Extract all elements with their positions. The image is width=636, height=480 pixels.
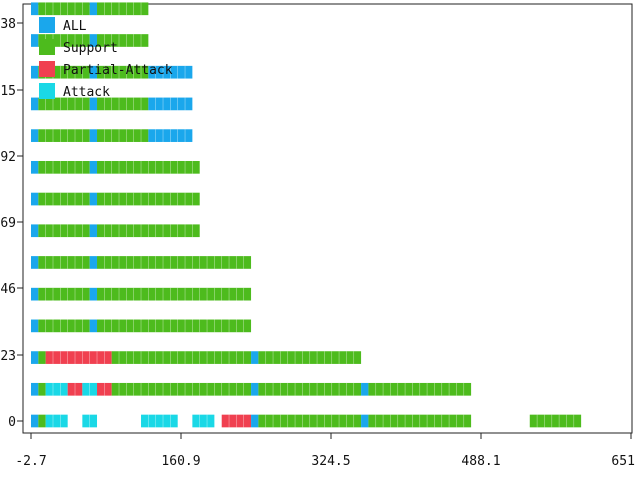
y-tick-label: 23 bbox=[0, 349, 16, 364]
bar-segment-all bbox=[89, 2, 98, 16]
bar-segment-all bbox=[251, 382, 259, 396]
bar-segment-all bbox=[361, 414, 369, 428]
legend-label: Attack bbox=[63, 85, 110, 100]
bar-segment-all bbox=[89, 129, 98, 142]
bar-segment-support bbox=[38, 160, 90, 174]
bar-segment-partial-attack bbox=[45, 351, 112, 364]
bar-segment-all bbox=[31, 414, 39, 428]
legend-label: Support bbox=[63, 41, 118, 56]
y-tick-label: 69 bbox=[0, 216, 16, 231]
bar-segment-all bbox=[31, 287, 39, 301]
bar-segment-support bbox=[38, 256, 90, 269]
bar-segment-all bbox=[31, 129, 39, 142]
x-tick-label: 324.5 bbox=[311, 454, 350, 469]
bar-segment-attack bbox=[45, 382, 68, 396]
bar-segment-all bbox=[31, 34, 39, 47]
bar-segment-support bbox=[529, 414, 582, 428]
bar-segment-support bbox=[97, 97, 149, 111]
bar-segment-all bbox=[89, 287, 98, 301]
bar-segment-support bbox=[38, 192, 90, 206]
bar-segment-all bbox=[31, 160, 39, 174]
bar-segment-attack bbox=[141, 414, 178, 428]
bar-segment-all bbox=[89, 192, 98, 206]
bar-segment-support bbox=[38, 351, 46, 364]
x-tick-label: 488.1 bbox=[461, 454, 500, 469]
bar-segment-support bbox=[97, 287, 252, 301]
bar-segment-all bbox=[31, 382, 39, 396]
y-tick-label: 138 bbox=[0, 17, 16, 32]
bar-segment-support bbox=[111, 351, 252, 364]
bar-segment-attack bbox=[45, 414, 68, 428]
y-tick-label: 0 bbox=[8, 415, 16, 430]
bar-segment-all bbox=[89, 256, 98, 269]
x-tick-label: 160.9 bbox=[161, 454, 200, 469]
legend-swatch-attack bbox=[39, 83, 55, 99]
plot-frame bbox=[22, 3, 633, 434]
bar-segment-all bbox=[251, 351, 259, 364]
bar-segment-support bbox=[97, 34, 149, 47]
bar-segment-support bbox=[38, 129, 90, 142]
bar-segment-attack bbox=[192, 414, 215, 428]
legend-swatch-partial-attack bbox=[39, 61, 55, 77]
legend-swatch-support bbox=[39, 39, 55, 55]
bar-segment-all bbox=[31, 2, 39, 16]
bar-segment-all bbox=[31, 351, 39, 364]
bar-segment-all bbox=[31, 192, 39, 206]
plot-border bbox=[22, 3, 633, 434]
y-tick-label: 92 bbox=[0, 150, 16, 165]
bar-segment-support bbox=[38, 2, 90, 16]
bar-segment-all bbox=[89, 224, 98, 238]
bar-segment-all bbox=[31, 224, 39, 238]
y-axis: 0 23 46 69 92 115 138 bbox=[0, 17, 23, 430]
bar-segment-all bbox=[251, 414, 259, 428]
bar-segment-all bbox=[89, 65, 98, 79]
legend-label: Partial-Attack bbox=[63, 63, 173, 78]
bar-segment-all bbox=[361, 382, 369, 396]
legend-label: ALL bbox=[63, 19, 87, 34]
bar-segment-support bbox=[38, 414, 46, 428]
bar-segment-all bbox=[89, 319, 98, 333]
bar-segment-all bbox=[31, 97, 39, 111]
x-tick-label: -2.7 bbox=[15, 454, 46, 469]
bar-segment-support bbox=[38, 382, 46, 396]
x-tick-label: 651.7 bbox=[611, 454, 636, 469]
bar-segment-support bbox=[111, 382, 252, 396]
y-tick-label: 46 bbox=[0, 282, 16, 297]
legend: ALL Support Partial-Attack Attack bbox=[39, 17, 173, 100]
bar-segment-support bbox=[38, 224, 90, 238]
bar-segment-support bbox=[97, 319, 252, 333]
bar-segment-support bbox=[38, 287, 90, 301]
x-axis: -2.7 160.9 324.5 488.1 651.7 bbox=[15, 433, 636, 469]
bar-segment-support bbox=[38, 97, 90, 111]
bar-segment-support bbox=[97, 256, 252, 269]
bar-segment-all bbox=[89, 34, 98, 47]
legend-swatch-all bbox=[39, 17, 55, 33]
bar-layer bbox=[31, 2, 582, 428]
bar-segment-all bbox=[31, 319, 39, 333]
bar-segment-all bbox=[89, 160, 98, 174]
bar-segment-support bbox=[97, 129, 149, 142]
bar-segment-support bbox=[97, 2, 149, 16]
y-tick-label: 115 bbox=[0, 84, 16, 99]
bar-segment-support bbox=[97, 65, 149, 79]
bar-segment-support bbox=[38, 319, 90, 333]
bar-segment-all bbox=[31, 65, 39, 79]
bar-segment-all bbox=[31, 256, 39, 269]
bar-segment-all bbox=[89, 97, 98, 111]
